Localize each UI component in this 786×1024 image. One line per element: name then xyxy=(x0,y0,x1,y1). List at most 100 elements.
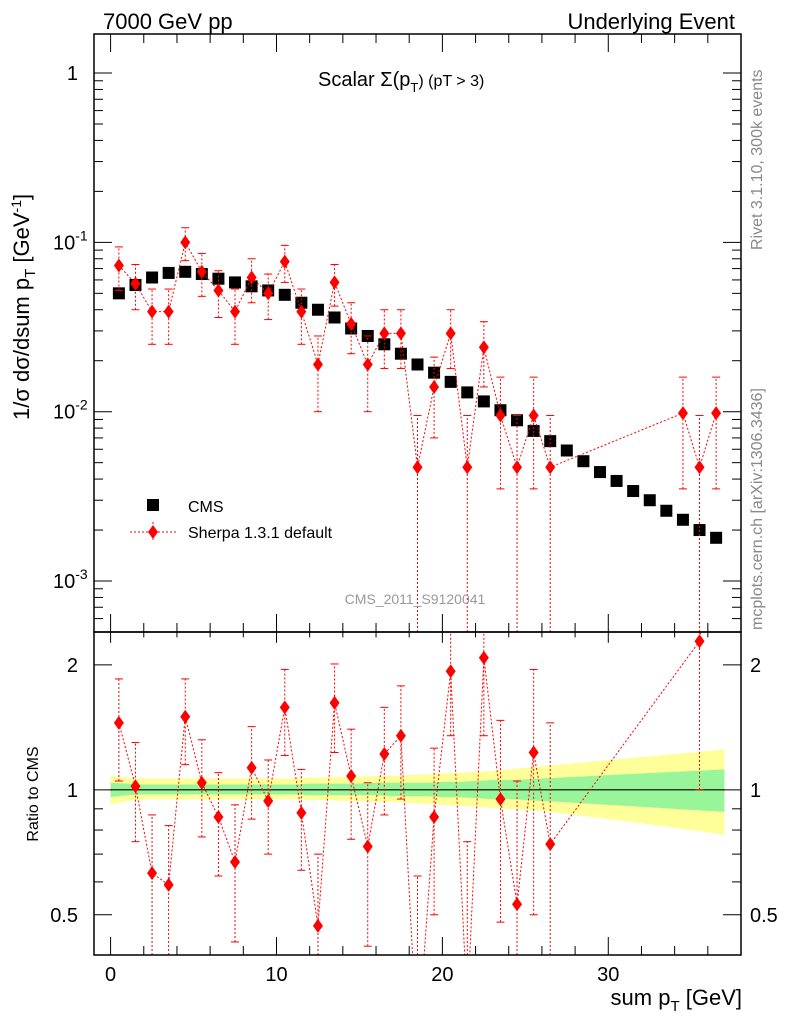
main-y-axis-label-sup: -1 xyxy=(8,200,24,213)
cms-data-point xyxy=(511,414,524,427)
sherpa-data-point xyxy=(180,235,191,250)
sherpa-data-point xyxy=(395,326,406,341)
cms-data-point xyxy=(328,311,341,324)
ratio-sherpa-point xyxy=(312,918,323,933)
cms-data-point xyxy=(278,288,291,301)
sherpa-data-point xyxy=(528,408,539,423)
x-axis-label-b: [GeV] xyxy=(680,985,742,1010)
ratio-y-tick-label: 1 xyxy=(67,780,78,802)
ratio-sherpa-point xyxy=(495,792,506,807)
legend-cms-label: CMS xyxy=(188,499,224,516)
sherpa-data-point xyxy=(163,304,174,319)
ratio-sherpa-point xyxy=(445,664,456,679)
cms-data-point xyxy=(212,272,225,285)
ratio-sherpa-point xyxy=(395,728,406,743)
chart-title-sub: T xyxy=(410,80,418,95)
sherpa-data-point xyxy=(711,406,722,421)
x-axis-label-a: sum p xyxy=(611,985,671,1010)
sherpa-data-point xyxy=(263,286,274,301)
sherpa-data-point xyxy=(694,460,705,475)
chart-title-main: Scalar Σ(p xyxy=(318,69,410,91)
sherpa-data-point xyxy=(246,270,257,285)
ratio-y-tick-label: 0.5 xyxy=(50,905,78,927)
cms-data-point xyxy=(179,265,192,278)
sherpa-data-point xyxy=(495,408,506,423)
sherpa-line xyxy=(118,241,717,469)
ratio-sherpa-point xyxy=(147,866,158,881)
header-right-label: Underlying Event xyxy=(567,9,735,34)
ratio-y-tick-label-right: 1 xyxy=(750,780,761,802)
main-y-axis-label-c: ] xyxy=(9,194,34,200)
sherpa-data-point xyxy=(312,357,323,372)
legend: CMS Sherpa 1.3.1 default xyxy=(130,499,333,542)
x-tick-label: 30 xyxy=(597,964,619,986)
sherpa-data-point xyxy=(379,326,390,341)
sherpa-data-point xyxy=(462,460,473,475)
ratio-sherpa-point xyxy=(329,695,340,710)
ratio-sherpa-point xyxy=(296,805,307,820)
ratio-series-group xyxy=(113,632,721,955)
ratio-sherpa-point xyxy=(213,810,224,825)
cms-data-point xyxy=(643,494,656,507)
sherpa-data-point xyxy=(429,379,440,394)
ratio-sherpa-point xyxy=(113,715,124,730)
cms-data-point xyxy=(477,395,490,408)
cms-data-point xyxy=(593,466,606,479)
sherpa-data-point xyxy=(329,275,340,290)
ratio-sherpa-point xyxy=(545,837,556,852)
main-y-axis-label-a: 1/σ dσ/dsum p xyxy=(9,278,34,420)
sherpa-data-point xyxy=(478,340,489,355)
sherpa-data-point xyxy=(445,326,456,341)
cms-data-point xyxy=(394,347,407,360)
x-tick-label: 10 xyxy=(265,964,287,986)
ratio-sherpa-point xyxy=(362,839,373,854)
ratio-sherpa-point xyxy=(263,793,274,808)
main-y-tick-label: 10-1 xyxy=(53,227,88,254)
cms-data-point xyxy=(610,474,623,487)
ratio-y-axis-label: Ratio to CMS xyxy=(25,746,42,841)
main-y-axis-label: 1/σ dσ/dsum pT [GeV-1] xyxy=(8,194,39,420)
cms-data-point xyxy=(577,455,590,468)
sherpa-data-point xyxy=(412,460,423,475)
ratio-y-tick-label: 2 xyxy=(67,655,78,677)
cms-data-point xyxy=(411,358,424,371)
sherpa-data-point xyxy=(346,316,357,331)
cms-data-point xyxy=(444,375,457,388)
ratio-inner-band xyxy=(110,769,725,812)
cms-data-point xyxy=(710,531,723,544)
sherpa-data-point xyxy=(362,357,373,372)
sherpa-data-point xyxy=(230,304,241,319)
ratio-sherpa-point xyxy=(528,745,539,760)
sherpa-data-point xyxy=(213,283,224,298)
cms-data-point xyxy=(311,303,324,316)
cms-data-point xyxy=(544,435,557,448)
x-axis-label-sub: T xyxy=(670,998,679,1015)
cms-data-point xyxy=(146,271,159,284)
ratio-sherpa-point xyxy=(512,897,523,912)
legend-sherpa-label: Sherpa 1.3.1 default xyxy=(188,525,333,542)
ratio-sherpa-point xyxy=(230,855,241,870)
sherpa-data-point xyxy=(545,460,556,475)
cms-data-point xyxy=(461,386,474,399)
main-y-tick-label: 10-2 xyxy=(53,397,88,424)
ratio-sherpa-point xyxy=(180,709,191,724)
sherpa-data-point xyxy=(296,304,307,319)
main-y-tick-label: 1 xyxy=(67,63,78,85)
ratio-sherpa-point xyxy=(279,700,290,715)
sherpa-data-point xyxy=(512,460,523,475)
cms-data-point xyxy=(560,444,573,457)
chart-title: Scalar Σ(pT) (pT > 3) xyxy=(318,69,484,95)
sherpa-data-point xyxy=(113,258,124,273)
ratio-sherpa-point xyxy=(429,810,440,825)
sherpa-data-point xyxy=(677,406,688,421)
cms-data-point xyxy=(229,276,242,289)
x-tick-label: 20 xyxy=(431,964,453,986)
main-panel: 110-110-210-3 Scalar Σ(pT) (pT > 3) 1/σ … xyxy=(8,33,742,633)
ratio-sherpa-point xyxy=(196,775,207,790)
ratio-sherpa-point xyxy=(130,779,141,794)
sherpa-data-point xyxy=(279,254,290,269)
ratio-sherpa-point xyxy=(246,760,257,775)
mcplots-reference-label: mcplots.cern.ch [arXiv:1306.3436] xyxy=(749,388,766,630)
rivet-version-label: Rivet 3.1.10, 300k events xyxy=(749,69,766,250)
